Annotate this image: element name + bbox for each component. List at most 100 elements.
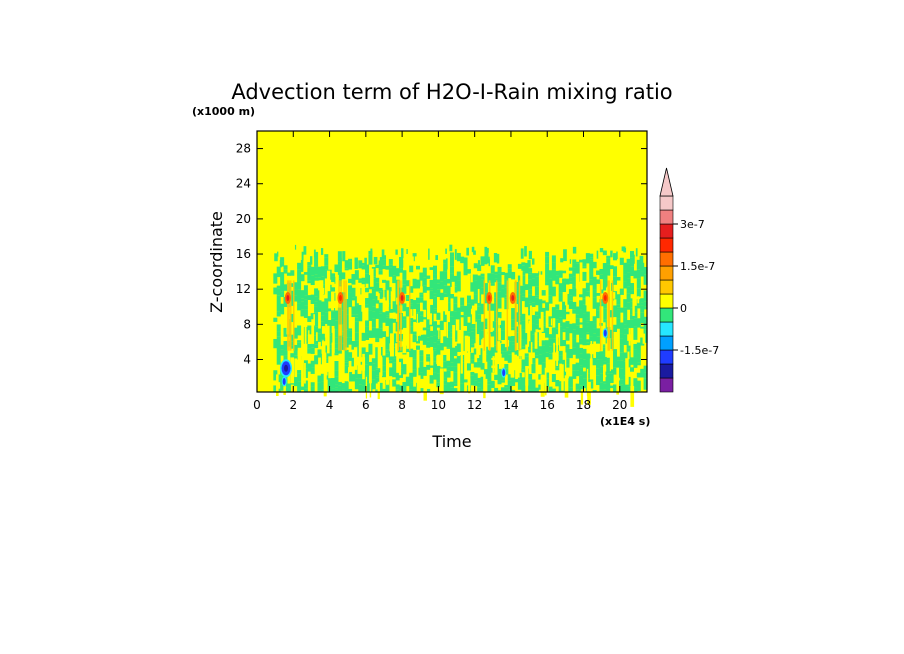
contour-gap: [616, 367, 620, 395]
contour-spike: [599, 248, 604, 253]
contour-cell: [409, 372, 414, 383]
contour-cell: [623, 328, 628, 335]
contour-cell: [521, 369, 526, 373]
contour-cell: [589, 259, 594, 269]
contour-cell: [531, 278, 536, 287]
contour-cell: [385, 340, 390, 350]
contour-cell: [337, 278, 342, 285]
contour-cell: [548, 338, 553, 347]
contour-cell: [602, 389, 607, 392]
contour-cell: [327, 335, 332, 345]
contour-cell: [582, 323, 587, 334]
contour-cell: [432, 308, 437, 311]
contour-cell: [633, 326, 638, 338]
contour-cell: [470, 375, 475, 386]
contour-cell: [378, 291, 383, 299]
contour-cell: [317, 266, 322, 278]
contour-cell: [392, 303, 397, 313]
contour-cell: [388, 325, 393, 336]
contour-cell: [568, 349, 573, 359]
contour-cell: [579, 322, 584, 325]
contour-gap: [476, 334, 480, 359]
contour-cell: [453, 275, 458, 285]
contour-gap: [528, 320, 531, 342]
contour-cell: [348, 371, 353, 382]
contour-cell: [283, 327, 288, 337]
contour-cell: [286, 272, 291, 276]
contour-cell: [575, 306, 580, 315]
x-tick-label: 18: [576, 398, 591, 412]
contour-cell: [382, 331, 387, 338]
contour-cell: [497, 282, 502, 292]
contour-cell: [470, 331, 475, 340]
contour-cell: [596, 328, 601, 337]
contour-cell: [633, 387, 638, 392]
contour-cell: [432, 274, 437, 279]
contour-cell: [432, 348, 437, 351]
contour-cell: [572, 370, 577, 379]
contour-cell: [511, 319, 516, 326]
contour-cell: [623, 352, 628, 362]
contour-gap: [438, 329, 440, 340]
contour-cell: [480, 279, 485, 288]
contour-cell: [432, 372, 437, 380]
colorbar-swatch: [659, 321, 674, 337]
contour-cell: [293, 327, 298, 339]
contour-cell: [283, 341, 288, 351]
contour-gap: [439, 368, 444, 395]
contour-cell: [585, 332, 590, 335]
contour-cell: [480, 321, 485, 331]
contour-cell: [602, 383, 607, 390]
contour-cell: [568, 323, 573, 334]
contour-cell: [589, 321, 594, 332]
contour-cell: [371, 269, 376, 277]
contour-cell: [572, 309, 577, 314]
contour-spike: [528, 250, 532, 260]
y-tick-label: 4: [243, 352, 251, 366]
contour-cell: [517, 275, 522, 283]
contour-cell: [456, 343, 461, 352]
contour-cell: [283, 296, 288, 308]
contour-cell: [619, 379, 624, 385]
contour-cell: [497, 273, 502, 283]
contour-cell: [375, 377, 380, 384]
contour-cell: [477, 285, 482, 292]
contour-gap: [398, 362, 402, 376]
contour-cell: [477, 354, 482, 362]
contour-cell: [579, 347, 584, 354]
contour-cell: [276, 288, 281, 296]
contour-cell: [449, 325, 454, 330]
contour-gap: [331, 291, 334, 311]
contour-cell: [314, 301, 319, 305]
contour-cell: [606, 363, 611, 374]
contour-cell: [555, 275, 560, 285]
contour-gap: [429, 313, 432, 325]
colorbar-swatch: [659, 223, 674, 239]
contour-cell: [562, 278, 567, 282]
contour-cell: [283, 265, 288, 270]
contour-cell: [334, 310, 339, 321]
x-tick-label: 14: [503, 398, 518, 412]
contour-cell: [626, 258, 631, 264]
contour-cell: [324, 298, 329, 309]
contour-cell: [314, 251, 319, 260]
contour-cell: [402, 279, 407, 285]
contour-cell: [453, 345, 458, 356]
warm-peak: [603, 294, 607, 301]
contour-cell: [385, 336, 390, 341]
contour-cell: [514, 379, 519, 383]
contour-cell: [439, 343, 444, 351]
warm-streak: [287, 280, 289, 351]
contour-cell: [466, 269, 471, 274]
contour-spike: [401, 248, 404, 259]
contour-cell: [280, 291, 285, 298]
contour-cell: [490, 330, 495, 337]
contour-cell: [310, 360, 315, 368]
contour-cell: [446, 366, 451, 371]
contour-cell: [643, 316, 648, 320]
contour-cell: [432, 283, 437, 294]
contour-cell: [463, 330, 468, 334]
contour-cell: [439, 292, 444, 301]
contour-cell: [432, 278, 437, 284]
contour-cell: [477, 306, 482, 315]
